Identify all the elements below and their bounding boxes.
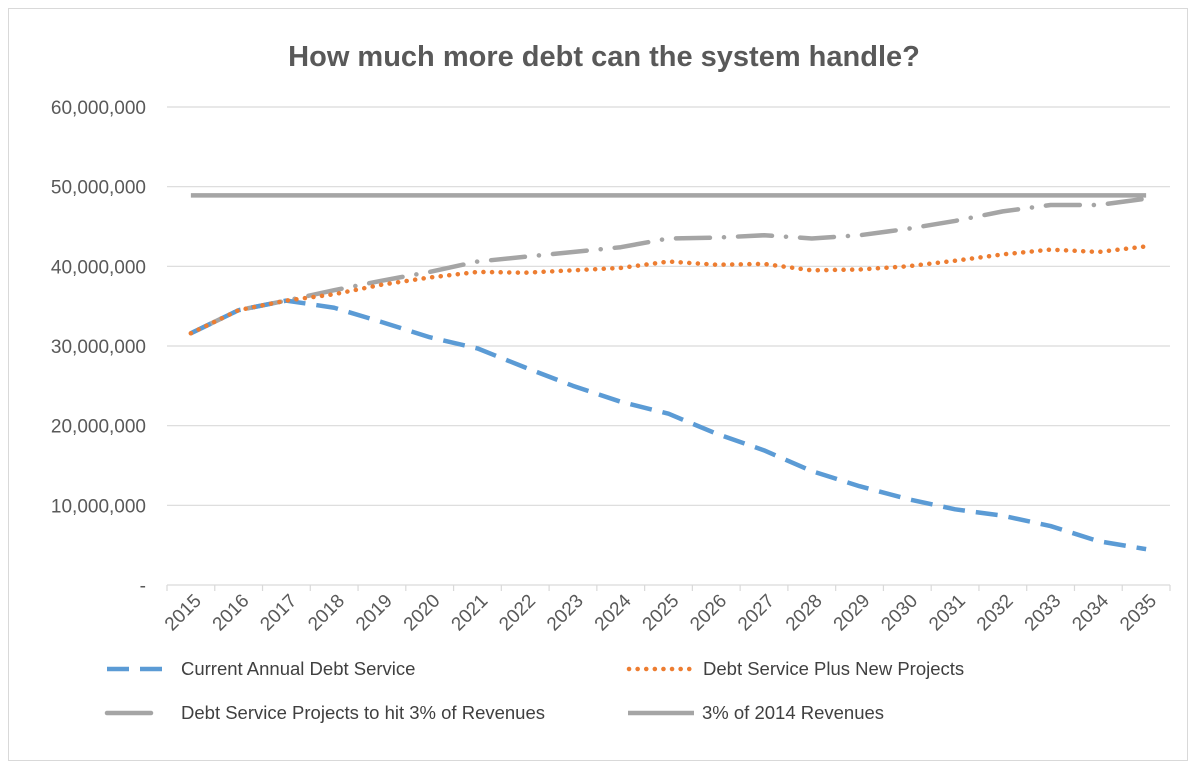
y-tick-label: 40,000,000 xyxy=(51,257,146,278)
x-tick-label: 2034 xyxy=(1068,590,1113,635)
x-tick-label: 2021 xyxy=(448,591,493,636)
x-tick-label: 2027 xyxy=(734,591,779,636)
x-tick-label: 2018 xyxy=(304,591,349,636)
legend: Current Annual Debt Service Debt Service … xyxy=(104,658,964,723)
x-tick-label: 2016 xyxy=(209,591,254,636)
y-axis-labels: - 10,000,000 20,000,000 30,000,000 40,000,00… xyxy=(51,98,146,597)
series-line-debt-service-plus-new-projects xyxy=(188,244,1149,336)
legend-label: Debt Service Plus New Projects xyxy=(703,658,964,679)
x-tick-label: 2019 xyxy=(352,591,397,636)
y-tick-label: 10,000,000 xyxy=(51,496,146,517)
x-tick-label: 2031 xyxy=(925,591,970,636)
x-tick-label: 2030 xyxy=(877,591,922,636)
y-tick-label: - xyxy=(140,576,146,597)
series-line-current-annual-debt-service xyxy=(189,298,1147,552)
legend-item-3-of-2014-revenues: 3% of 2014 Revenues xyxy=(628,702,884,723)
chart-area xyxy=(8,8,1188,761)
x-tick-label: 2022 xyxy=(495,591,540,636)
y-tick-label: 60,000,000 xyxy=(51,98,146,119)
y-tick-label: 50,000,000 xyxy=(51,178,146,199)
x-tick-label: 2032 xyxy=(973,591,1018,636)
x-tick-label: 2023 xyxy=(543,591,588,636)
legend-item-debt-service-projects-to-hit-3-of-revenues: Debt Service Projects to hit 3% of Reven… xyxy=(104,702,545,723)
x-tick-label: 2017 xyxy=(257,591,302,636)
x-tick-label: 2026 xyxy=(686,591,731,636)
x-tick-label: 2035 xyxy=(1116,591,1161,636)
x-tick-label: 2015 xyxy=(161,591,206,636)
legend-item-debt-service-plus-new-projects: Debt Service Plus New Projects xyxy=(626,658,964,679)
legend-item-current-annual-debt-service: Current Annual Debt Service xyxy=(107,658,415,679)
chart-title: How much more debt can the system handle… xyxy=(288,41,920,73)
y-tick-label: 20,000,000 xyxy=(51,417,146,438)
legend-label: 3% of 2014 Revenues xyxy=(702,702,884,723)
x-tick-label: 2020 xyxy=(400,591,445,636)
x-tick-label: 2029 xyxy=(830,591,875,636)
gridlines xyxy=(167,106,1170,586)
x-tick-label: 2033 xyxy=(1021,591,1066,636)
x-axis-labels: 2015 2016 2017 2018 2019 2020 2021 2022 2023 2024… xyxy=(161,585,1171,636)
x-tick-label: 2028 xyxy=(782,591,827,636)
x-tick-label: 2024 xyxy=(591,590,636,635)
legend-label: Current Annual Debt Service xyxy=(181,658,415,679)
series-lines xyxy=(188,193,1149,552)
x-tick-label: 2025 xyxy=(639,591,684,636)
y-tick-label: 30,000,000 xyxy=(51,337,146,358)
legend-label: Debt Service Projects to hit 3% of Reven… xyxy=(181,702,545,723)
series-line-debt-service-projects-to-hit-3-of-revenues xyxy=(188,196,1149,336)
